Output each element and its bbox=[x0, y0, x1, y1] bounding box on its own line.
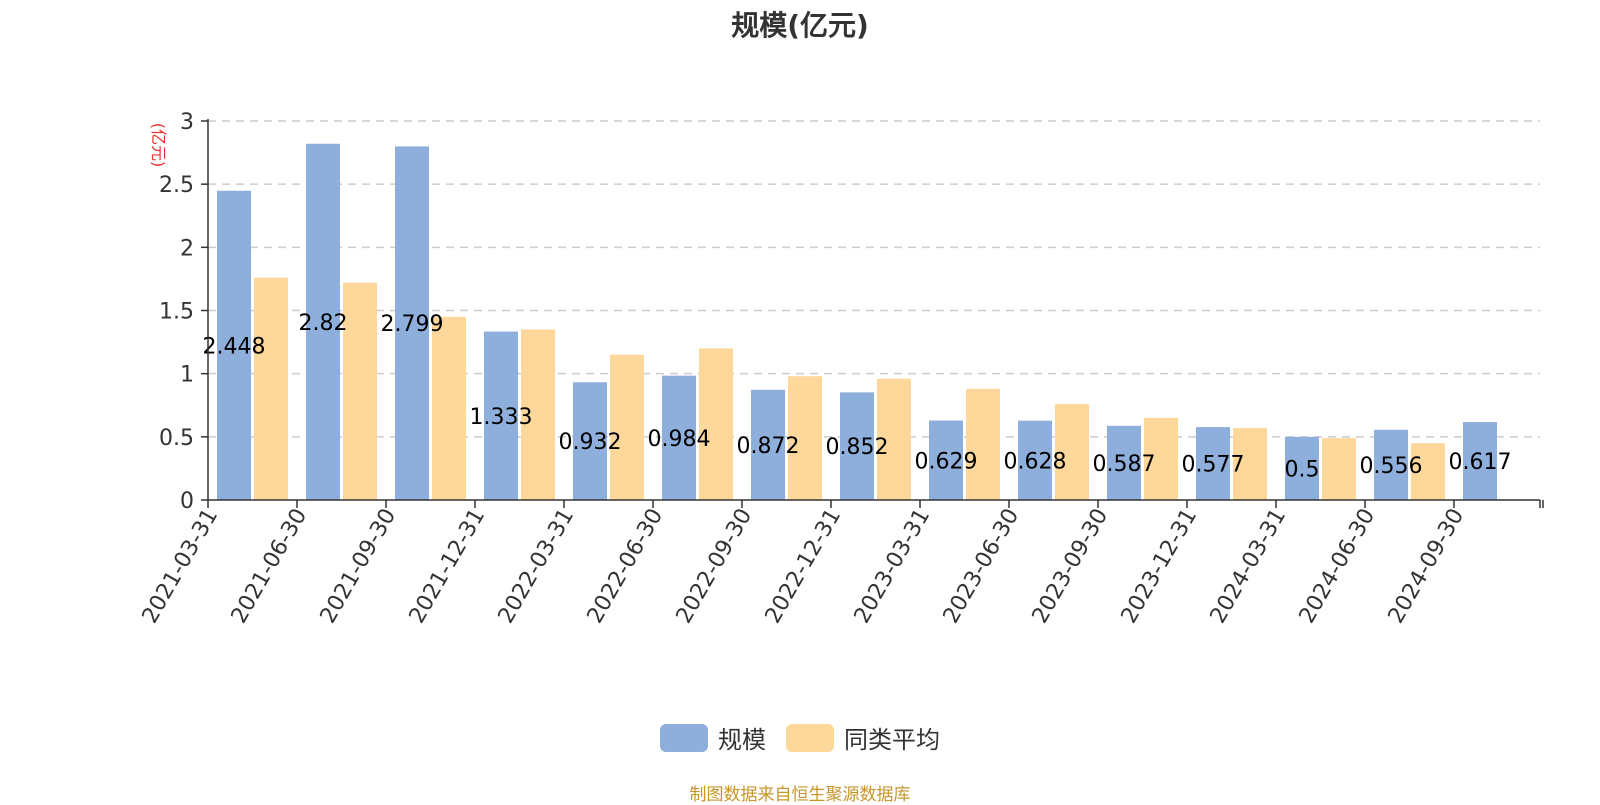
bar-category-average[interactable] bbox=[521, 329, 555, 500]
x-tick-label: 2022-12-31 bbox=[761, 505, 847, 628]
chart-title: 规模(亿元) bbox=[731, 9, 869, 42]
bar-scale[interactable] bbox=[306, 143, 340, 501]
data-label: 2.799 bbox=[381, 312, 444, 337]
x-tick-label: 2024-06-30 bbox=[1295, 505, 1381, 628]
y-tick-label: 0 bbox=[180, 489, 194, 514]
bar-scale[interactable] bbox=[1107, 425, 1141, 500]
bar-scale[interactable] bbox=[929, 420, 963, 500]
y-axis-unit-label: (亿元) bbox=[149, 123, 168, 168]
bar-scale[interactable] bbox=[484, 331, 518, 500]
bar-category-average[interactable] bbox=[254, 277, 288, 500]
data-label: 0.628 bbox=[1004, 449, 1067, 474]
bar-category-average[interactable] bbox=[699, 348, 733, 500]
x-tick-label: 2021-09-30 bbox=[316, 505, 402, 628]
data-label: 0.984 bbox=[648, 427, 711, 452]
bar-category-average[interactable] bbox=[1411, 443, 1445, 500]
data-label: 1.333 bbox=[470, 405, 533, 430]
bar-scale[interactable] bbox=[1018, 420, 1052, 500]
legend-label-scale: 规模 bbox=[718, 726, 766, 754]
x-tick-label: 2023-03-31 bbox=[850, 505, 936, 628]
source-note: 制图数据来自恒生聚源数据库 bbox=[689, 785, 911, 805]
data-label: 0.932 bbox=[559, 430, 622, 455]
data-label: 0.852 bbox=[826, 435, 889, 460]
bar-category-average[interactable] bbox=[788, 376, 822, 500]
data-label: 0.577 bbox=[1182, 453, 1245, 478]
y-tick-label: 0.5 bbox=[159, 426, 194, 451]
x-tick-label: 2024-09-30 bbox=[1384, 505, 1470, 628]
bar-category-average[interactable] bbox=[1233, 427, 1267, 500]
data-label: 0.629 bbox=[915, 449, 978, 474]
data-label: 0.5 bbox=[1285, 457, 1320, 482]
y-tick-label: 1.5 bbox=[159, 300, 194, 325]
bar-scale[interactable] bbox=[1463, 422, 1497, 500]
y-tick-label: 2 bbox=[180, 236, 194, 261]
data-label: 0.587 bbox=[1093, 452, 1156, 477]
bar-category-average[interactable] bbox=[877, 378, 911, 500]
bars bbox=[217, 143, 1497, 501]
legend-item-category-average[interactable]: 同类平均 bbox=[786, 720, 940, 755]
bar-scale[interactable] bbox=[1285, 436, 1319, 500]
data-label: 0.556 bbox=[1360, 454, 1423, 479]
bar-scale[interactable] bbox=[217, 190, 251, 500]
y-tick-label: 3 bbox=[180, 110, 194, 135]
legend-item-scale[interactable]: 规模 bbox=[660, 720, 766, 755]
y-tick-label: 1 bbox=[180, 363, 194, 388]
legend-swatch-scale bbox=[660, 723, 708, 752]
data-label: 0.872 bbox=[737, 434, 800, 459]
x-tick-label: 2022-03-31 bbox=[494, 505, 580, 628]
legend-label-category-average: 同类平均 bbox=[844, 726, 940, 754]
x-tick-label: 2021-12-31 bbox=[405, 505, 491, 628]
bar-scale[interactable] bbox=[395, 146, 429, 500]
bar-scale[interactable] bbox=[573, 382, 607, 500]
bar-category-average[interactable] bbox=[432, 316, 466, 500]
bar-category-average[interactable] bbox=[1144, 417, 1178, 500]
bar-scale[interactable] bbox=[751, 389, 785, 500]
data-label: 2.448 bbox=[203, 334, 266, 359]
bar-category-average[interactable] bbox=[1055, 403, 1089, 500]
x-tick-label: 2022-09-30 bbox=[672, 505, 758, 628]
bar-category-average[interactable] bbox=[1322, 438, 1356, 500]
x-tick-label: 2023-12-31 bbox=[1117, 505, 1203, 628]
x-tick-label: 2022-06-30 bbox=[583, 505, 669, 628]
y-tick-label: 2.5 bbox=[159, 173, 194, 198]
bar-category-average[interactable] bbox=[343, 282, 377, 500]
bar-category-average[interactable] bbox=[966, 388, 1000, 500]
data-label: 0.617 bbox=[1449, 450, 1512, 475]
legend-swatch-category-average bbox=[786, 723, 834, 752]
x-tick-label: 2021-03-31 bbox=[138, 505, 224, 628]
bar-scale[interactable] bbox=[840, 392, 874, 500]
bar-scale[interactable] bbox=[662, 375, 696, 500]
bar-chart: 2.448 2.82 2.799 1.333 0.932 0.984 0.872 0.852 0… bbox=[138, 110, 1544, 628]
x-tick-label: 2024-03-31 bbox=[1206, 505, 1292, 628]
data-label: 2.82 bbox=[299, 311, 348, 336]
bar-scale[interactable] bbox=[1374, 429, 1408, 500]
x-tick-label: 2021-06-30 bbox=[227, 505, 313, 628]
x-tick-label: 2023-09-30 bbox=[1028, 505, 1114, 628]
data-labels: 2.448 2.82 2.799 1.333 0.932 0.984 0.872 0.852 0… bbox=[203, 311, 1512, 483]
bar-scale[interactable] bbox=[1196, 427, 1230, 500]
legend: 规模 同类平均 bbox=[0, 720, 1600, 755]
x-tick-label: 2023-06-30 bbox=[939, 505, 1025, 628]
bar-category-average[interactable] bbox=[610, 354, 644, 500]
